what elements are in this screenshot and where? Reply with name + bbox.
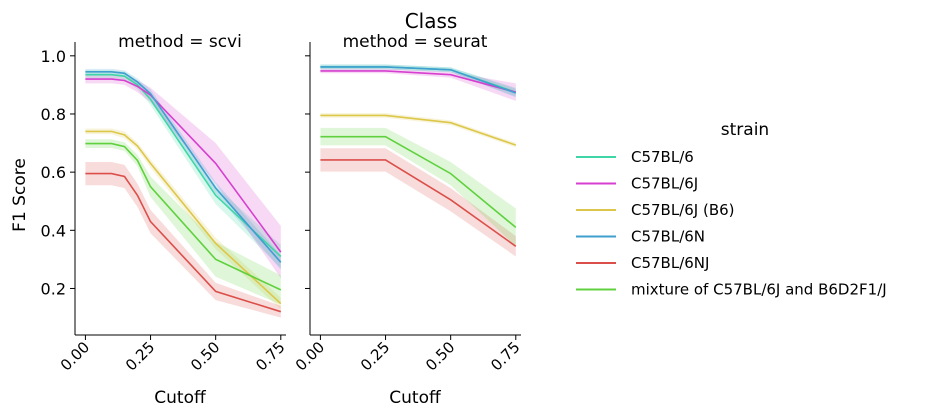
series-line-scvi-0: [85, 73, 282, 258]
series-line-scvi-5: [85, 142, 282, 291]
ci-band-scvi-4: [85, 162, 281, 318]
panel-scvi: method = scvi F1 Score Cutoff 0.2 0.4 0.6 0…: [10, 32, 289, 408]
ci-band-seurat-1: [320, 68, 516, 101]
legend-item-label: C57BL/6: [631, 148, 694, 166]
legend-item-label: C57BL/6J: [631, 175, 698, 193]
series-line-scvi-3: [85, 71, 282, 263]
x-tick-label: 0.50: [187, 338, 223, 374]
ci-band-seurat-3: [320, 64, 516, 98]
panel-seurat: method = seurat Cutoff 0.00 0.25 0.50 0.75: [292, 32, 524, 408]
series-line-seurat-5: [320, 135, 517, 229]
legend: strain C57BL/6 C57BL/6J C57BL/6J (B6) C57BL…: [576, 120, 887, 299]
legend-item-label: C57BL/6N: [631, 228, 705, 246]
y-tick-label: 1.0: [41, 47, 66, 66]
legend-title: strain: [721, 120, 769, 140]
ci-band-seurat-0: [320, 64, 516, 97]
series-line-seurat-1: [320, 70, 517, 93]
y-tick-label: 0.6: [41, 163, 66, 182]
ci-band-scvi-0: [85, 70, 281, 269]
x-tick-label: 0.25: [122, 338, 158, 374]
x-tick-label: 0.75: [487, 338, 523, 374]
series-line-seurat-3: [320, 66, 517, 94]
legend-item-label: C57BL/6J (B6): [631, 201, 735, 219]
series-line-scvi-4: [85, 172, 282, 313]
y-tick-label: 0.2: [41, 279, 66, 298]
figure-title: Class: [405, 9, 458, 33]
x-axis-label-scvi: Cutoff: [154, 388, 207, 408]
panel-title-seurat: method = seurat: [343, 32, 488, 52]
ci-band-seurat-5: [320, 127, 516, 247]
x-axis-label-seurat: Cutoff: [389, 388, 442, 408]
x-tick-label: 0.75: [252, 338, 288, 374]
legend-item-label: mixture of C57BL/6J and B6D2F1/J: [631, 281, 887, 299]
series-line-seurat-4: [320, 159, 517, 247]
x-tick-label: 0.00: [292, 338, 328, 374]
ci-band-scvi-2: [85, 128, 281, 310]
ci-band-scvi-1: [85, 74, 281, 279]
x-tick-label: 0.00: [57, 338, 93, 374]
y-tick-label: 0.4: [41, 221, 66, 240]
y-axis-label: F1 Score: [10, 158, 30, 232]
series-line-scvi-1: [85, 78, 282, 253]
x-tick-label: 0.25: [357, 338, 393, 374]
x-tick-label: 0.50: [422, 338, 458, 374]
ci-band-seurat-2: [320, 113, 516, 148]
legend-item-label: C57BL/6NJ: [631, 254, 709, 272]
panel-title-scvi: method = scvi: [118, 32, 242, 52]
y-tick-label: 0.8: [41, 105, 66, 124]
series-line-seurat-2: [320, 114, 517, 146]
series-line-scvi-2: [85, 130, 282, 305]
